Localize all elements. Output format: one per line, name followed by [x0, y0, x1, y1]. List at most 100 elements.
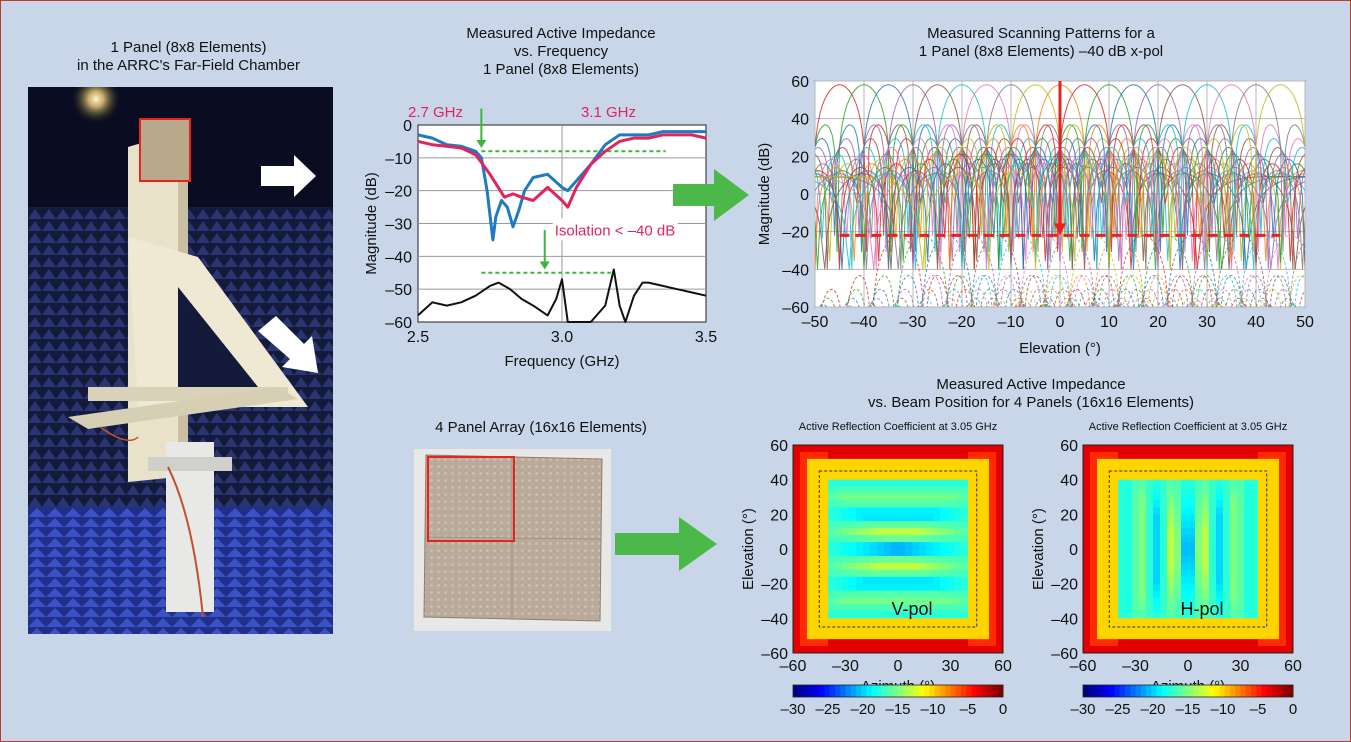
heatmap-cell: [1111, 604, 1119, 612]
heatmap-cell: [919, 639, 927, 647]
heatmap-cell: [863, 562, 871, 571]
heatmap-cell: [1279, 590, 1287, 598]
heatmap-cell: [1139, 569, 1147, 578]
heatmap-cell: [919, 528, 927, 536]
heatmap-cell: [1104, 583, 1112, 591]
heatmap-cell: [940, 521, 948, 529]
heatmap-cell: [1104, 465, 1112, 474]
heatmap-cell: [1237, 549, 1245, 557]
heatmap-cell: [1139, 646, 1147, 654]
heatmap-cell: [1167, 604, 1175, 612]
xpol-pattern-8: [965, 234, 1224, 307]
heatmap-cell: [1230, 597, 1238, 605]
heatmap-cell: [933, 493, 941, 501]
heatmap-cell: [1097, 576, 1105, 585]
heatmap-cell: [940, 569, 948, 578]
heatmap-cell: [1265, 625, 1273, 633]
heatmap-cell: [1125, 458, 1133, 467]
heatmap-cell: [1083, 521, 1091, 529]
heatmap-cell: [1097, 583, 1105, 591]
colorbar-segment: [945, 685, 951, 697]
heatmap-cell: [1146, 458, 1154, 467]
heatmap-cell: [842, 632, 850, 640]
heatmap-cell: [800, 472, 808, 481]
heatmap-cell: [1167, 611, 1175, 619]
colorbar-tick-label: –30: [780, 701, 805, 718]
annotation-3-1ghz: 3.1 GHz: [581, 104, 636, 121]
heatmap-cell: [863, 611, 871, 619]
heatmap-cell: [1153, 465, 1161, 474]
heatmap-cell: [1202, 479, 1210, 487]
heatmap-cell: [807, 549, 815, 557]
heatmap-cell: [1223, 611, 1231, 619]
heatmap-cell: [905, 576, 913, 585]
heatmap-cell: [1216, 549, 1224, 557]
heatmap-cell: [1195, 507, 1203, 515]
heatmap-cell: [1223, 576, 1231, 585]
heatmap-cell: [1083, 583, 1091, 591]
heatmap-cell: [1097, 597, 1105, 605]
heatmap-cell: [947, 472, 955, 481]
heatmap-cell: [1230, 569, 1238, 578]
heatmap-cell: [1216, 597, 1224, 605]
heatmap-cell: [1146, 514, 1154, 522]
heatmap-cell: [821, 562, 829, 571]
heatmap-cell: [1223, 569, 1231, 578]
heatmap-cell: [1279, 472, 1287, 481]
heatmap-cell: [1139, 479, 1147, 487]
heatmap-cell: [856, 583, 864, 591]
heatmap-cell: [1153, 451, 1161, 460]
heatmap-cell: [1237, 465, 1245, 474]
heatmap-cell: [940, 535, 948, 543]
heatmap-cell: [1195, 500, 1203, 508]
heatmap-cell: [1195, 445, 1203, 453]
heatmap-cell: [982, 500, 990, 508]
heatmap-cell: [1104, 562, 1112, 571]
heatmap-cell: [807, 555, 815, 564]
heatmap-cell: [1272, 535, 1280, 543]
heatmap-cell: [1202, 451, 1210, 460]
heatmap-cell: [1083, 549, 1091, 557]
heatmap-cell: [926, 583, 934, 591]
heatmap-cell: [1223, 562, 1231, 571]
heatmap-cell: [1132, 514, 1140, 522]
heatmap-cell: [940, 597, 948, 605]
heatmap-cell: [912, 597, 920, 605]
scan-chart-title: Measured Scanning Patterns for a 1 Panel…: [851, 25, 1231, 61]
heatmap-cell: [793, 576, 801, 585]
colorbar-segment: [1156, 685, 1163, 697]
heatmap-cell: [1160, 486, 1168, 494]
heatmap-cell: [1195, 535, 1203, 543]
heatmap-cell: [800, 632, 808, 640]
heatmap-cell: [828, 493, 836, 501]
heatmap-cell: [1104, 590, 1112, 598]
heatmap-cell: [1111, 639, 1119, 647]
heatmap-cell: [1118, 646, 1126, 654]
heatmap-cell: [1244, 535, 1252, 543]
heatmap-cell: [793, 521, 801, 529]
heatmap-cell: [884, 514, 892, 522]
heatmap-cell: [1188, 625, 1196, 633]
heatmap-cell: [856, 521, 864, 529]
heatmap-cell: [1174, 604, 1182, 612]
heatmap-cell: [947, 493, 955, 501]
heatmap-cell: [1174, 514, 1182, 522]
heatmap-cell: [793, 569, 801, 578]
heatmap-cell: [1216, 535, 1224, 543]
heatmap-cell: [1258, 521, 1266, 529]
heatmap-cell: [1181, 521, 1189, 529]
heatmap-cell: [912, 528, 920, 536]
heatmap-cell: [884, 521, 892, 529]
heatmap-cell: [856, 528, 864, 536]
heatmap-cell: [1188, 549, 1196, 557]
heatmap-cell: [933, 597, 941, 605]
heatmap-cell: [835, 632, 843, 640]
heatmap-cell: [870, 646, 878, 654]
heatmap-cell: [1111, 500, 1119, 508]
heatmap-cell: [877, 555, 885, 564]
heatmap-cell: [989, 555, 997, 564]
heatmap-cell: [947, 479, 955, 487]
heatmap-cell: [1286, 465, 1294, 474]
heatmap-cell: [884, 639, 892, 647]
heatmap-cell: [828, 472, 836, 481]
